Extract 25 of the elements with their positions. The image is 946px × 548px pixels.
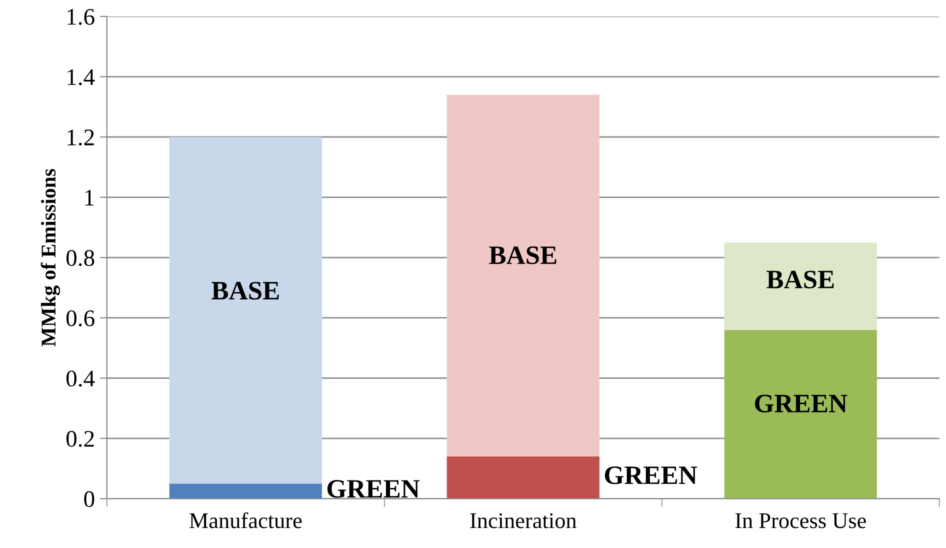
x-tick-label: Manufacture	[190, 512, 302, 528]
y-tick-label: 1	[85, 190, 94, 206]
bar	[446, 94, 600, 456]
series-label: BASE	[766, 270, 834, 288]
bar	[724, 242, 877, 330]
text: GREEN	[755, 394, 848, 412]
bar	[169, 137, 322, 484]
x-tick-label: Incineration	[470, 513, 576, 528]
bar	[169, 484, 322, 499]
bar	[724, 330, 877, 499]
series-label: GREEN	[604, 466, 698, 484]
y-tick-label: 1.2	[68, 130, 94, 146]
bar	[446, 456, 600, 499]
text: BASE	[489, 246, 556, 264]
y-tick-label: 0.2	[66, 430, 94, 447]
x-tick-label: In Process Use	[735, 513, 866, 528]
text: GREEN	[327, 480, 420, 498]
y-tick-label: 0	[84, 491, 94, 508]
y-tick-label: 1.6	[68, 8, 94, 25]
y-tick-label: 0.4	[66, 370, 95, 387]
y-tick-label: 0.6	[66, 310, 94, 326]
y-tick-label: 1.4	[68, 69, 95, 86]
text: BASE	[212, 282, 279, 300]
y-tick-label: 0.8	[66, 250, 94, 266]
y-axis-title: MMkg of Emissions	[40, 168, 60, 346]
